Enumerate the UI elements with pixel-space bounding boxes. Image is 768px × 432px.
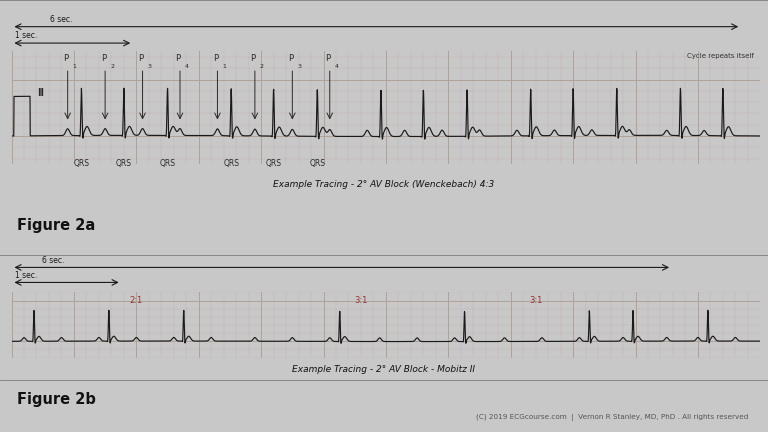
Text: 1: 1 xyxy=(223,64,227,70)
Text: 2:1: 2:1 xyxy=(130,296,143,305)
Text: 3:1: 3:1 xyxy=(354,296,368,305)
Text: (C) 2019 ECGcourse.com  |  Vernon R Stanley, MD, PhD . All rights reserved: (C) 2019 ECGcourse.com | Vernon R Stanle… xyxy=(476,414,749,421)
Text: P: P xyxy=(326,54,330,63)
Text: 3:1: 3:1 xyxy=(529,296,542,305)
Text: QRS: QRS xyxy=(310,159,326,168)
Text: Cycle repeats itself: Cycle repeats itself xyxy=(687,53,754,59)
Text: 1 sec.: 1 sec. xyxy=(15,31,38,40)
Text: 4: 4 xyxy=(185,64,189,70)
Text: 1 sec.: 1 sec. xyxy=(15,271,38,280)
Text: 3: 3 xyxy=(297,64,301,70)
Text: QRS: QRS xyxy=(223,159,239,168)
Text: 2: 2 xyxy=(110,64,114,70)
Text: P: P xyxy=(63,54,68,63)
Text: Example Tracing - 2° AV Block (Wenckebach) 4:3: Example Tracing - 2° AV Block (Wenckebac… xyxy=(273,180,495,189)
Text: Figure 2a: Figure 2a xyxy=(17,218,95,232)
Text: QRS: QRS xyxy=(266,159,282,168)
Text: 6 sec.: 6 sec. xyxy=(42,256,65,265)
Text: 4: 4 xyxy=(335,64,339,70)
Text: Example Tracing - 2° AV Block - Mobitz II: Example Tracing - 2° AV Block - Mobitz I… xyxy=(293,365,475,374)
Text: 2: 2 xyxy=(260,64,264,70)
Text: 1: 1 xyxy=(73,64,77,70)
Text: P: P xyxy=(288,54,293,63)
Text: QRS: QRS xyxy=(74,159,89,168)
Text: II: II xyxy=(37,88,44,98)
Text: 3: 3 xyxy=(147,64,151,70)
Text: P: P xyxy=(250,54,256,63)
Text: 6 sec.: 6 sec. xyxy=(50,15,72,24)
Text: P: P xyxy=(176,54,180,63)
Text: P: P xyxy=(138,54,144,63)
Text: P: P xyxy=(101,54,106,63)
Text: Figure 2b: Figure 2b xyxy=(17,392,96,407)
Text: QRS: QRS xyxy=(160,159,176,168)
Text: P: P xyxy=(213,54,218,63)
Text: QRS: QRS xyxy=(116,159,132,168)
